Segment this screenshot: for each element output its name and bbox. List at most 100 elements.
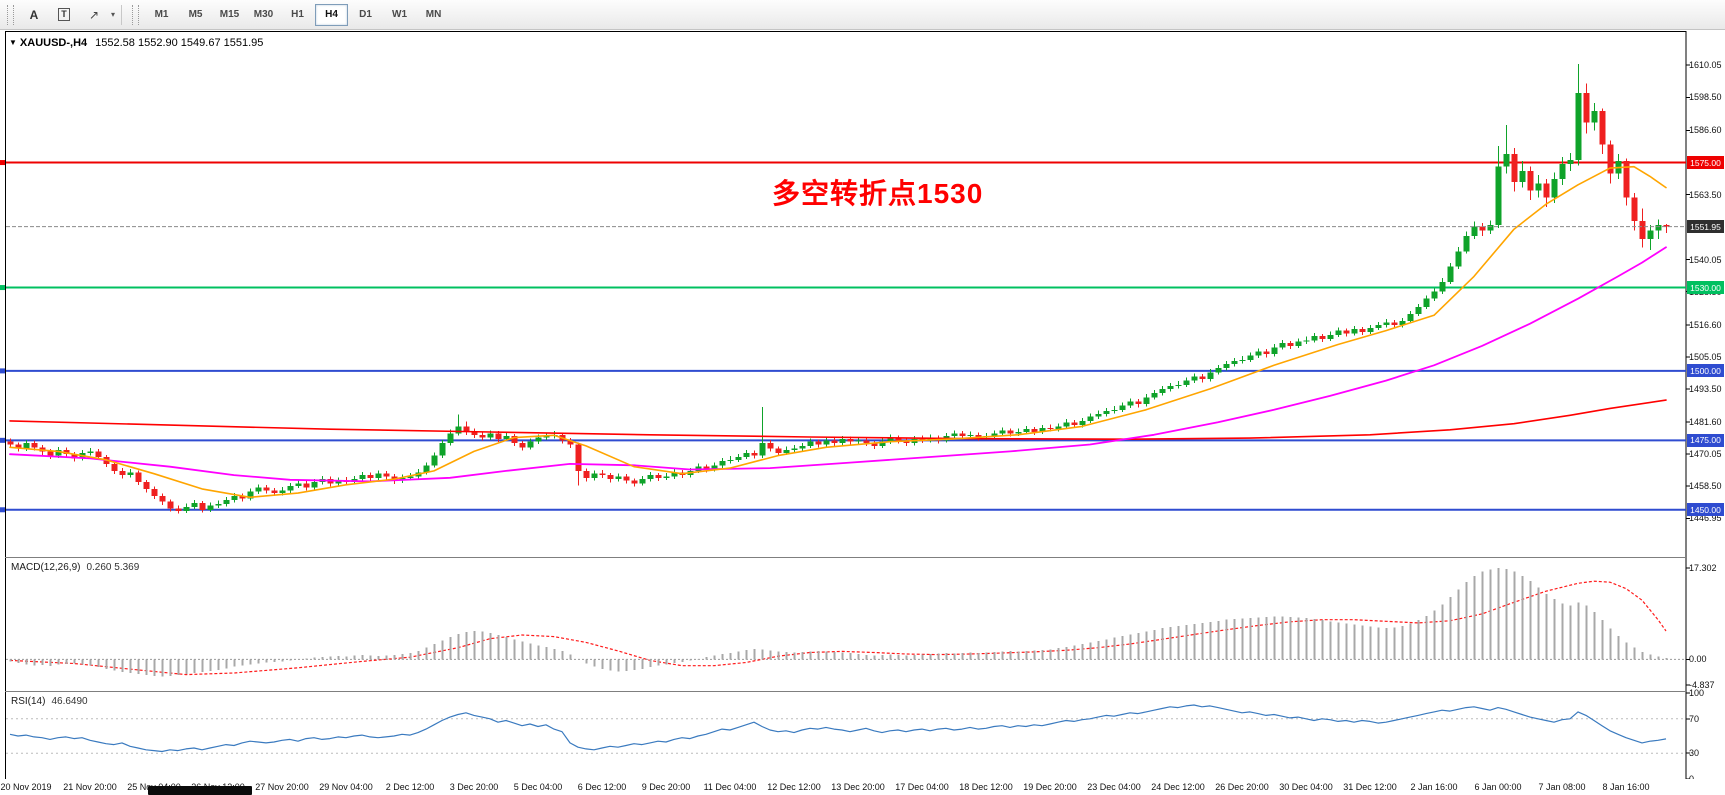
ma-slow-red-line [9,399,1667,440]
time-axis-label: 2 Dec 12:00 [385,782,435,792]
timeframe-button-w1[interactable]: W1 [392,9,408,20]
macd-name: MACD(12,26,9) [11,562,81,573]
timeframe-button-mn[interactable]: MN [425,9,442,20]
price-tick-label: 1493.50 [1689,383,1722,394]
rsi-line [9,704,1667,753]
time-axis-label: 2 Jan 16:00 [1410,782,1458,792]
timeframe-button-m5[interactable]: M5 [188,9,203,20]
macd-pane [6,580,1686,676]
chart-annotation-text[interactable]: 多空转折点1530 [772,178,984,209]
toolbar-drag-handle-2[interactable] [132,4,140,25]
chart-symbol-period: XAUUSD-,H4 [19,37,88,49]
hline-price-badge: 1450.00 [1687,503,1724,517]
timeframe-group: M1 M5 M15 M30 H1 H4 D1 W1 MN [145,3,450,26]
hline-left-marker [0,437,5,443]
time-axis-label: 23 Dec 04:00 [1087,782,1141,792]
hline-price-badge: 1475.00 [1687,433,1724,447]
time-axis-label: 17 Dec 04:00 [895,782,949,792]
time-axis-label: 3 Dec 20:00 [449,782,499,792]
tool-button-arrows-icon: ↗ [88,7,100,22]
time-axis-label: 21 Nov 20:00 [63,782,117,792]
macd-signal-line [9,580,1667,676]
price-tick-label: 1505.05 [1689,351,1722,362]
timeframe-button-m30[interactable]: M30 [253,9,274,20]
ma-fast-orange-line [9,165,1667,499]
time-axis-label: 13 Dec 20:00 [831,782,885,792]
time-axis-label: 29 Nov 04:00 [319,782,373,792]
price-tick-label: 1446.95 [1689,513,1722,524]
price-axis[interactable]: 1610.051598.501586.601563.501540.051528.… [1686,30,1725,795]
tool-button-text-label[interactable]: T [50,4,78,26]
price-tick-label: 1563.50 [1689,189,1722,200]
candles-layer [7,63,1670,514]
drawing-tools-group: A T ↗ ▾ [20,4,115,26]
hline-price-badge: 1530.00 [1687,281,1724,295]
hline-left-marker [0,507,5,513]
pane-divider-macd-rsi[interactable] [5,691,1686,692]
price-tick-label: 1516.60 [1689,319,1722,330]
time-axis-label: 5 Dec 04:00 [513,782,563,792]
tool-button-text-cursor[interactable]: A [20,4,48,26]
tool-button-text-cursor-icon: A [29,7,39,22]
time-axis-label: 30 Dec 04:00 [1279,782,1333,792]
time-axis-label: 7 Jan 08:00 [1538,782,1586,792]
taskbar-fragment[interactable] [148,786,252,795]
tool-dropdown-arrow-icon[interactable]: ▾ [111,10,116,19]
toolbar: A T ↗ ▾ M1 M5 M15 M30 H1 H4 D1 W1 MN [0,0,1725,30]
time-axis-label: 12 Dec 12:00 [767,782,821,792]
rsi-tick-label: 30 [1689,748,1700,759]
time-axis-label: 8 Jan 16:00 [1602,782,1650,792]
macd-histogram [9,567,1668,677]
price-tick-label: 1470.05 [1689,449,1722,460]
time-axis-label: 24 Dec 12:00 [1151,782,1205,792]
timeframe-button-m1[interactable]: M1 [154,9,169,20]
price-tick-label: 1540.05 [1689,254,1722,265]
price-tick-label: 1458.50 [1689,481,1722,492]
rsi-tick-label: 100 [1689,688,1705,698]
rsi-name: RSI(14) [11,696,46,707]
time-axis-label: 20 Nov 2019 [0,782,52,792]
hline-price-badge: 1575.00 [1687,156,1724,170]
macd-tick-label: -4.837 [1689,679,1715,690]
chart-ohlc-readout: 1552.58 1552.90 1549.67 1551.95 [95,37,264,49]
time-axis-label: 31 Dec 12:00 [1343,782,1397,792]
tool-button-arrows[interactable]: ↗ [80,4,108,26]
price-tick-label: 1586.60 [1689,125,1722,136]
macd-values: 0.260 5.369 [86,562,140,573]
time-axis-label: 9 Dec 20:00 [641,782,691,792]
toolbar-drag-handle[interactable] [7,4,14,25]
time-axis-label: 26 Dec 20:00 [1215,782,1269,792]
rsi-value: 46.6490 [51,696,88,707]
price-tick-label: 1481.60 [1689,417,1722,427]
hline-price-badge: 1500.00 [1687,364,1724,378]
rsi-tick-label: 70 [1689,713,1700,724]
hline-left-marker [0,160,5,166]
bid-price-badge: 1551.95 [1687,220,1724,234]
macd-tick-label: 0.00 [1689,654,1707,665]
timeframe-button-h4[interactable]: H4 [315,3,349,26]
chart-title: ▼ XAUUSD-,H4 1552.58 1552.90 1549.67 1551.… [9,37,263,49]
pane-divider-main-macd[interactable] [5,557,1686,558]
time-axis-label: 27 Nov 20:00 [255,782,309,792]
symbol-marker-icon: ▼ [9,38,17,47]
time-axis-label: 18 Dec 12:00 [959,782,1013,792]
ma-mid-magenta-line [9,246,1667,483]
chart-frame [5,31,1687,780]
hline-left-marker [0,285,5,291]
hline-left-marker [0,368,5,374]
horizontal-lines-layer[interactable] [0,160,1686,513]
time-axis-label: 6 Jan 00:00 [1474,782,1522,792]
price-tick-label: 1598.50 [1689,92,1722,103]
timeframe-button-m15[interactable]: M15 [219,9,240,20]
timeframe-button-d1[interactable]: D1 [359,9,372,20]
timeframe-button-h1[interactable]: H1 [291,9,304,20]
tool-button-text-label-icon: T [58,8,70,21]
price-tick-label: 1610.05 [1689,60,1722,71]
macd-tick-label: 17.302 [1689,562,1717,573]
rsi-pane [6,704,1686,754]
macd-indicator-label: MACD(12,26,9) 0.260 5.369 [11,562,139,573]
time-axis-label: 19 Dec 20:00 [1023,782,1077,792]
